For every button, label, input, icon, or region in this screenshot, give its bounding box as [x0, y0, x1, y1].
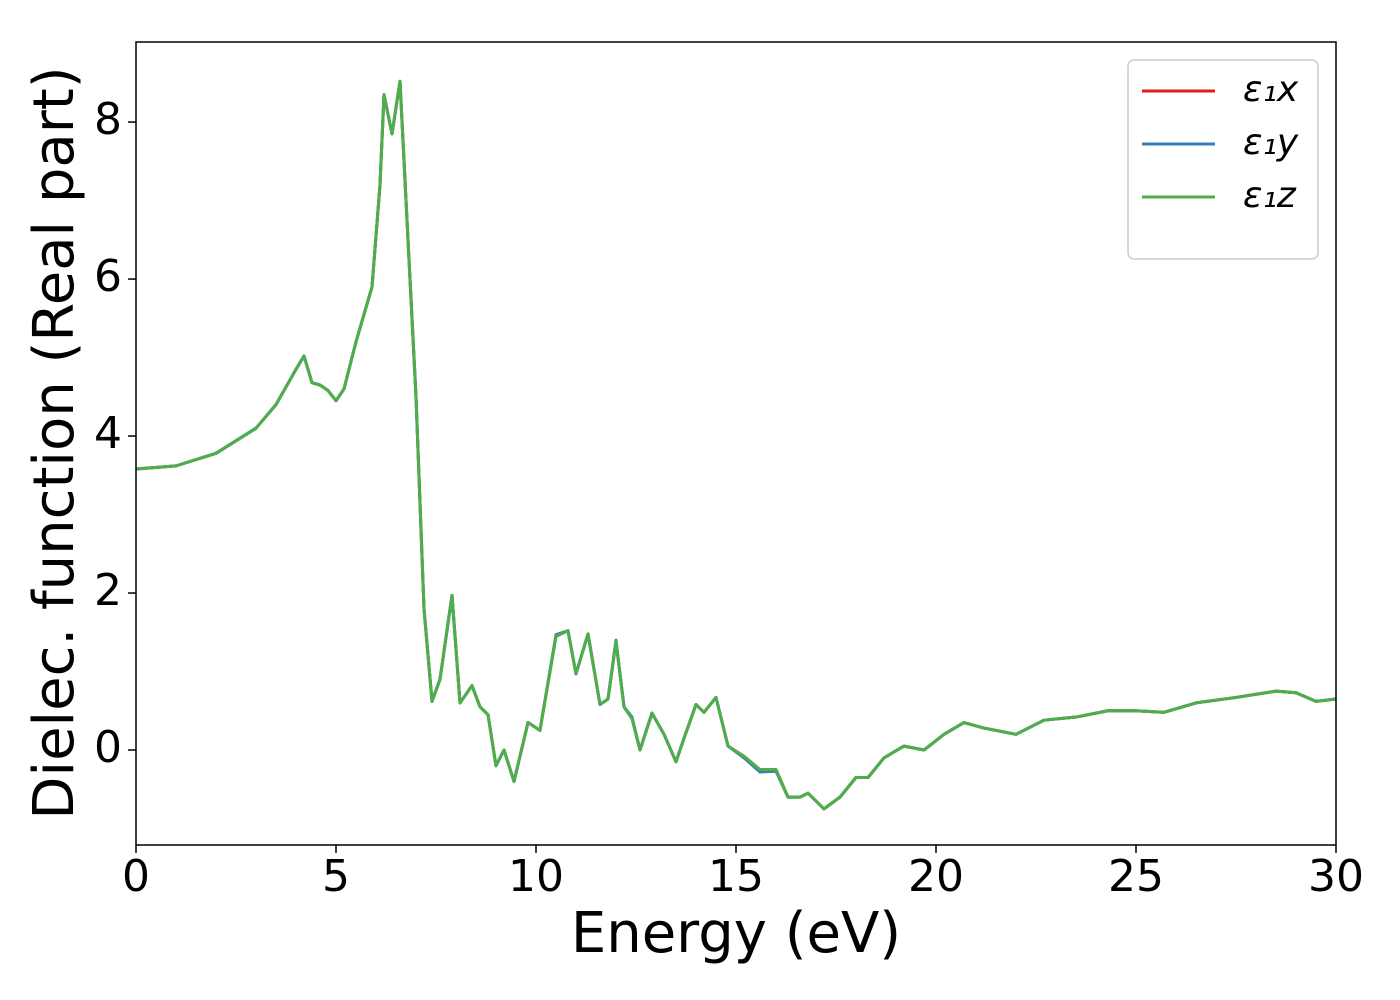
x-tick-label: 5	[322, 851, 350, 902]
legend-label: ε₁x	[1243, 69, 1299, 110]
legend-label: ε₁y	[1243, 122, 1299, 163]
y-axis-label: Dielec. function (Real part)	[22, 66, 87, 819]
x-tick-label: 25	[1108, 851, 1164, 902]
y-tick-label: 6	[94, 251, 122, 302]
data-line	[136, 79, 1336, 811]
x-tick-label: 20	[908, 851, 964, 902]
x-axis-label: Energy (eV)	[571, 901, 901, 966]
x-tick-label: 0	[122, 851, 150, 902]
x-tick-label: 10	[508, 851, 564, 902]
legend-box	[1127, 59, 1319, 260]
y-tick-label: 2	[94, 565, 122, 616]
y-tick-label: 8	[94, 94, 122, 145]
x-tick-label: 15	[708, 851, 764, 902]
y-tick-label: 4	[94, 408, 122, 459]
y-tick-label: 0	[94, 722, 122, 773]
plot-frame	[135, 41, 1337, 846]
x-tick-label: 30	[1308, 851, 1364, 902]
legend-label: ε₁z	[1243, 175, 1297, 216]
